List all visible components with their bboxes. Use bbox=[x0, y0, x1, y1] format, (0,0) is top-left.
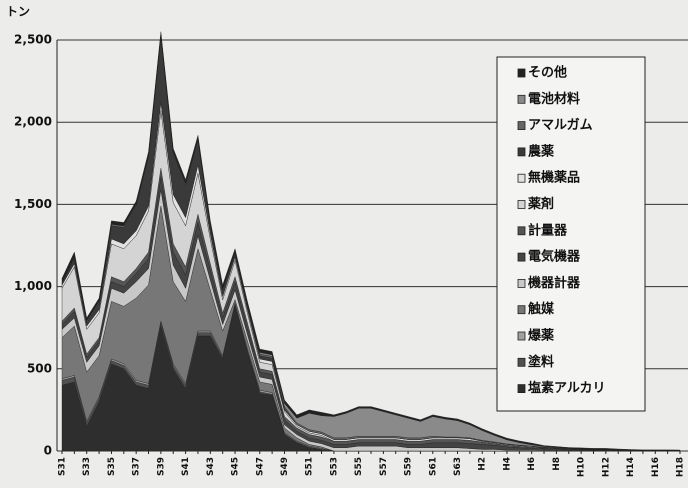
legend-swatch bbox=[517, 357, 526, 367]
legend-swatch bbox=[517, 121, 526, 130]
x-tick-label: S41 bbox=[181, 457, 191, 476]
legend-label: 計量器 bbox=[528, 222, 568, 238]
y-tick-label: 1,500 bbox=[14, 197, 52, 211]
legend-swatch bbox=[517, 252, 526, 262]
legend-label: 電気機器 bbox=[528, 249, 581, 265]
x-tick-label: S37 bbox=[132, 457, 142, 476]
legend-label: その他 bbox=[528, 65, 567, 81]
x-tick-label: H14 bbox=[626, 457, 636, 477]
x-tick-label: S39 bbox=[156, 457, 166, 476]
legend-swatch bbox=[517, 200, 526, 209]
y-tick-label: 500 bbox=[27, 361, 52, 375]
legend-label: 触媒 bbox=[527, 301, 555, 317]
legend-label: アマルガム bbox=[528, 118, 593, 133]
x-tick-label: S49 bbox=[280, 457, 290, 476]
x-tick-label: S45 bbox=[231, 457, 241, 476]
x-tick-label: H10 bbox=[577, 457, 587, 477]
legend-swatch bbox=[517, 68, 526, 78]
legend-label: 塩素アルカリ bbox=[528, 380, 605, 396]
legend-swatch bbox=[517, 384, 526, 394]
x-tick-label: H6 bbox=[527, 457, 537, 471]
legend-swatch bbox=[517, 226, 526, 236]
legend-swatch bbox=[517, 331, 526, 341]
x-tick-label: H12 bbox=[601, 457, 611, 477]
y-axis-label: トン bbox=[6, 5, 30, 19]
legend-label: 農薬 bbox=[528, 143, 555, 159]
legend-swatch bbox=[517, 278, 526, 288]
legend-swatch bbox=[517, 305, 526, 315]
legend-label: 電池材料 bbox=[528, 91, 580, 107]
x-tick-label: S59 bbox=[404, 457, 414, 476]
x-tick-label: S55 bbox=[354, 457, 364, 476]
x-tick-label: S61 bbox=[428, 457, 438, 476]
legend-label: 爆薬 bbox=[528, 328, 555, 344]
x-tick-label: S57 bbox=[379, 457, 389, 476]
legend-label: 塗料 bbox=[528, 354, 554, 370]
x-tick-label: H8 bbox=[552, 457, 562, 471]
legend-swatch bbox=[517, 147, 526, 157]
x-tick-label: S31 bbox=[58, 457, 68, 476]
area bbox=[61, 31, 681, 451]
legend-label: 無機薬品 bbox=[528, 170, 580, 186]
legend-swatch bbox=[517, 173, 526, 183]
legend-label: 機器計器 bbox=[528, 275, 581, 291]
legend-label: 薬剤 bbox=[527, 196, 554, 212]
x-tick-label: S51 bbox=[305, 457, 315, 476]
x-tick-label: H4 bbox=[502, 457, 512, 471]
y-tick-label: 2,500 bbox=[14, 33, 52, 47]
x-tick-label: H16 bbox=[651, 457, 661, 477]
x-tick-label: S47 bbox=[255, 457, 265, 476]
y-tick-label: 2,000 bbox=[14, 115, 52, 129]
y-tick-label: 1,000 bbox=[14, 279, 52, 293]
x-tick-label: S35 bbox=[107, 457, 117, 476]
x-tick-label: H2 bbox=[478, 457, 488, 471]
x-tick-label: H18 bbox=[676, 457, 686, 477]
x-tick-label: S63 bbox=[453, 457, 463, 476]
legend-swatch bbox=[517, 94, 526, 104]
x-tick-label: S43 bbox=[206, 457, 216, 476]
y-tick-label: 0 bbox=[44, 444, 52, 458]
x-tick-label: S53 bbox=[329, 457, 339, 476]
x-tick-label: S33 bbox=[82, 457, 92, 476]
